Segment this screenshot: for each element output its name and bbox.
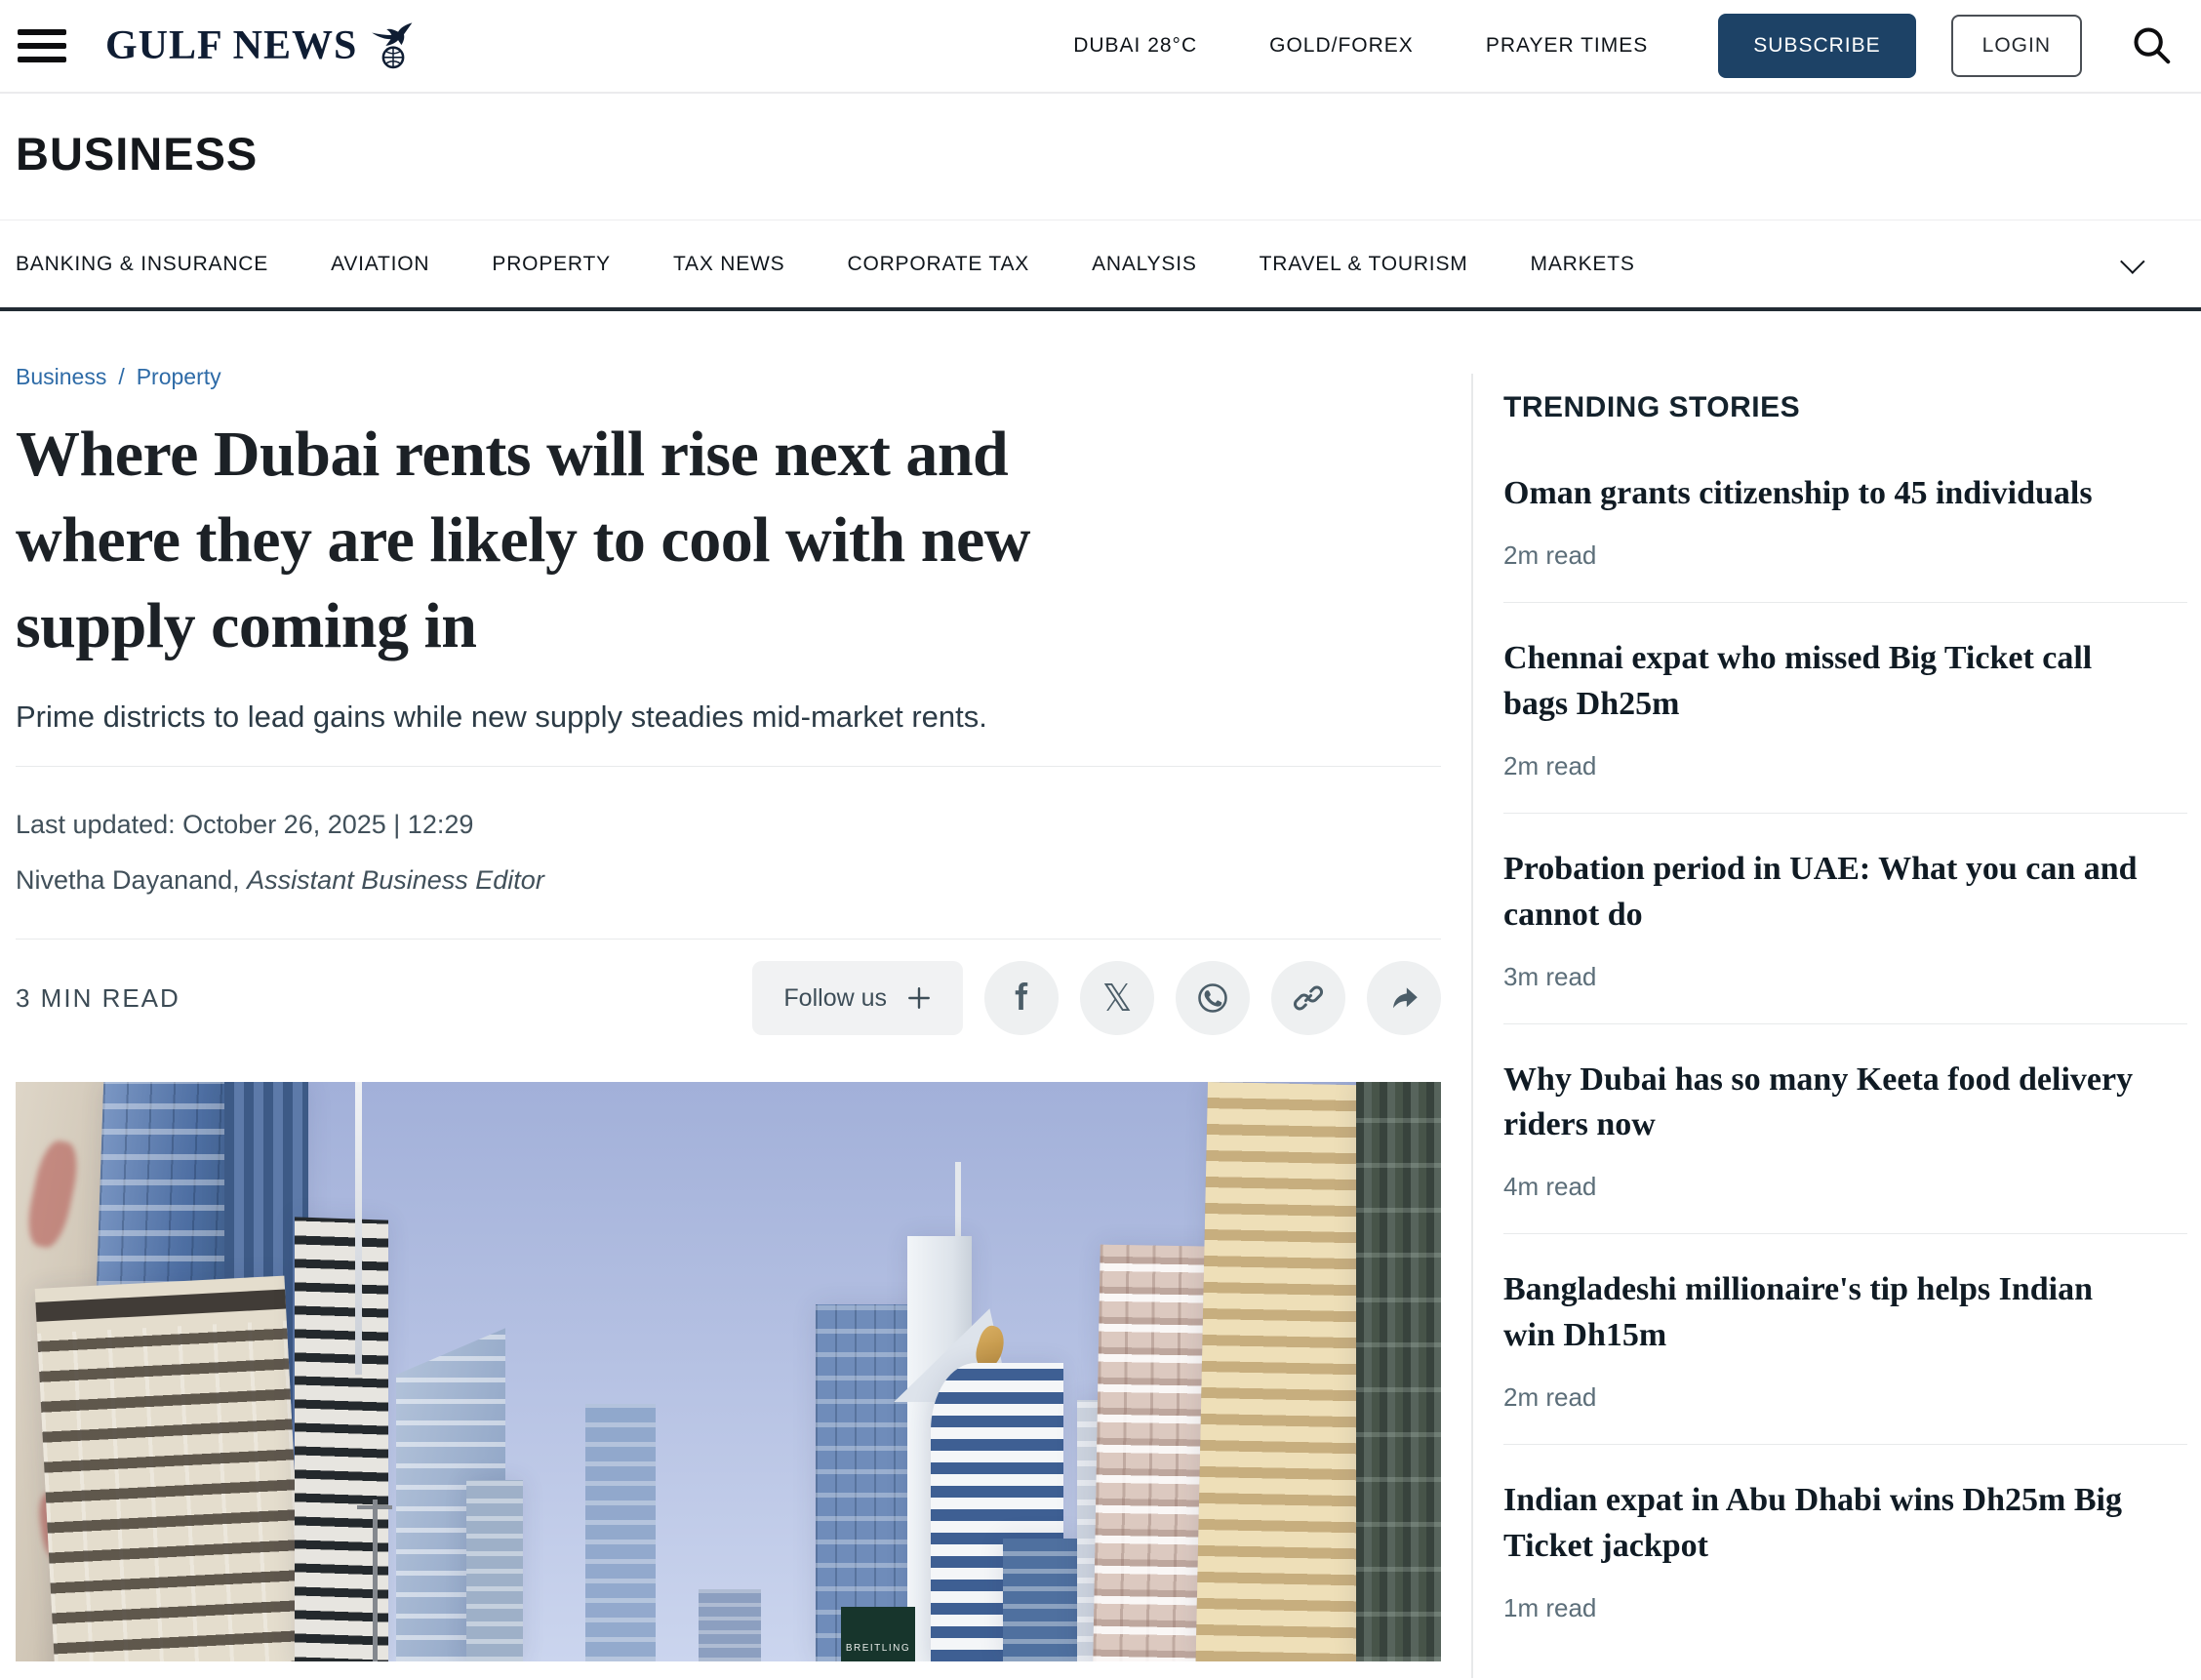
- search-button[interactable]: [2129, 22, 2174, 70]
- skyline-building: [585, 1404, 656, 1662]
- prayer-times-link[interactable]: PRAYER TIMES: [1485, 34, 1649, 57]
- breadcrumb: Business / Property: [16, 364, 1441, 390]
- breadcrumb-separator: /: [118, 364, 125, 389]
- x-share-button[interactable]: 𝕏: [1080, 961, 1154, 1036]
- section-nav: BANKING & INSURANCE AVIATION PROPERTY TA…: [0, 220, 2201, 311]
- trending-heading: TRENDING STORIES: [1503, 391, 1801, 423]
- nav-item[interactable]: BANKING & INSURANCE: [16, 252, 269, 275]
- share-button[interactable]: [1367, 961, 1441, 1036]
- search-icon: [2134, 26, 2171, 63]
- skyline-building: [466, 1480, 523, 1662]
- trending-item[interactable]: Probation period in UAE: What you can an…: [1503, 814, 2187, 1024]
- breadcrumb-link-business[interactable]: Business: [16, 364, 107, 389]
- trending-item-title: Oman grants citizenship to 45 individual…: [1503, 475, 2093, 511]
- nav-item[interactable]: PROPERTY: [492, 252, 611, 275]
- last-updated: Last updated: October 26, 2025 | 12:29: [16, 810, 474, 840]
- whatsapp-share-button[interactable]: [1176, 961, 1250, 1036]
- weather-link[interactable]: DUBAI 28°C: [1073, 34, 1198, 57]
- article-title: Where Dubai rents will rise next and whe…: [16, 419, 1030, 661]
- trending-list: Oman grants citizenship to 45 individual…: [1503, 438, 2187, 1655]
- trending-sidebar: TRENDING STORIES Oman grants citizenship…: [1471, 311, 2201, 1678]
- article-subtitle: Prime districts to lead gains while new …: [16, 700, 987, 735]
- share-arrow-icon: [1393, 987, 1418, 1009]
- copy-link-button[interactable]: [1271, 961, 1345, 1036]
- hamburger-menu-button[interactable]: [18, 26, 66, 65]
- header-quick-links: DUBAI 28°C GOLD/FOREX PRAYER TIMES: [1073, 34, 1648, 58]
- trending-item-title: Why Dubai has so many Keeta food deliver…: [1503, 1060, 2134, 1143]
- trending-item-read-time: 2m read: [1503, 750, 1597, 780]
- plus-icon: [908, 987, 930, 1010]
- nav-item[interactable]: ANALYSIS: [1092, 252, 1197, 275]
- trending-item-read-time: 1m read: [1503, 1592, 1597, 1622]
- street-light: [357, 1500, 392, 1662]
- divider: [16, 939, 1441, 940]
- skyline-building: [1356, 1082, 1441, 1662]
- whatsapp-icon: [1198, 983, 1227, 1014]
- nav-item[interactable]: CORPORATE TAX: [847, 252, 1030, 275]
- skyline-building: [1195, 1082, 1381, 1662]
- nav-item[interactable]: AVIATION: [331, 252, 430, 275]
- brand-name: GULF NEWS: [105, 23, 358, 68]
- trending-item[interactable]: Oman grants citizenship to 45 individual…: [1503, 438, 2187, 603]
- trending-item[interactable]: Why Dubai has so many Keeta food deliver…: [1503, 1024, 2187, 1235]
- facebook-icon: [1015, 982, 1028, 1011]
- trending-item-read-time: 4m read: [1503, 1172, 1597, 1202]
- trending-item-title: Bangladeshi millionaire's tip helps Indi…: [1503, 1271, 2093, 1354]
- trending-item[interactable]: Chennai expat who missed Big Ticket call…: [1503, 603, 2187, 814]
- nav-item[interactable]: MARKETS: [1530, 252, 1635, 275]
- social-row: 3 MIN READ Follow us 𝕏: [16, 961, 1441, 1036]
- nav-item[interactable]: TRAVEL & TOURISM: [1259, 252, 1468, 275]
- article-hero-image: BREITLING: [16, 1082, 1441, 1662]
- trending-item-read-time: 2m read: [1503, 540, 1597, 570]
- skyline-building: [34, 1275, 305, 1662]
- author-name: Nivetha Dayanand,: [16, 865, 240, 896]
- facebook-share-button[interactable]: [984, 961, 1059, 1036]
- trending-item-title: Chennai expat who missed Big Ticket call…: [1503, 639, 2093, 722]
- byline: Nivetha Dayanand, Assistant Business Edi…: [16, 865, 1441, 896]
- eagle-globe-icon: [372, 22, 413, 69]
- trending-item-title: Probation period in UAE: What you can an…: [1503, 850, 2138, 933]
- breitling-billboard: BREITLING: [841, 1607, 915, 1662]
- trending-item[interactable]: Indian expat in Abu Dhabi wins Dh25m Big…: [1503, 1445, 2187, 1655]
- trending-item-read-time: 3m read: [1503, 961, 1597, 991]
- top-header: GULF NEWS DUBAI 28°C GOLD/FOREX PRAYER T…: [0, 0, 2201, 94]
- read-time: 3 MIN READ: [16, 982, 180, 1013]
- menu-icon: [18, 29, 66, 35]
- skyline-building: [699, 1589, 761, 1662]
- skyline-spire: [355, 1082, 362, 1376]
- gold-forex-link[interactable]: GOLD/FOREX: [1269, 34, 1414, 57]
- brand-logo[interactable]: GULF NEWS: [105, 20, 420, 72]
- trending-item-read-time: 2m read: [1503, 1382, 1597, 1413]
- author-role: Assistant Business Editor: [247, 865, 544, 896]
- link-icon: [1293, 985, 1324, 1011]
- breadcrumb-link-property[interactable]: Property: [136, 364, 221, 389]
- follow-us-button[interactable]: Follow us: [752, 961, 963, 1036]
- page-title: BUSINESS: [16, 128, 259, 180]
- chevron-down-icon[interactable]: [2120, 248, 2145, 274]
- subscribe-button[interactable]: SUBSCRIBE: [1718, 14, 1916, 78]
- nav-item[interactable]: TAX NEWS: [672, 252, 785, 275]
- x-icon: 𝕏: [1101, 977, 1133, 1020]
- article-column: Business / Property Where Dubai rents wi…: [0, 311, 1471, 1678]
- divider: [16, 766, 1441, 768]
- trending-item-title: Indian expat in Abu Dhabi wins Dh25m Big…: [1503, 1482, 2122, 1565]
- login-button[interactable]: LOGIN: [1950, 15, 2082, 77]
- trending-item[interactable]: Bangladeshi millionaire's tip helps Indi…: [1503, 1234, 2187, 1446]
